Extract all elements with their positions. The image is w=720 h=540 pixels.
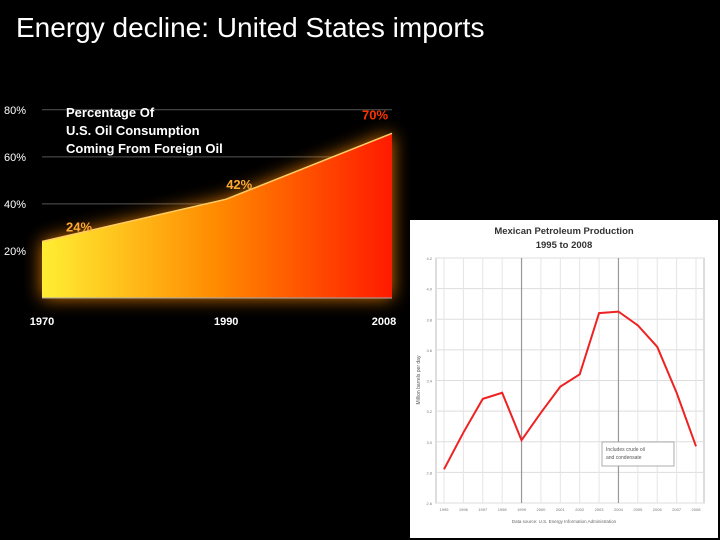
chart-title-line: Coming From Foreign Oil	[66, 141, 223, 156]
x-tick-label: 2008	[692, 507, 702, 512]
x-tick-label: 2008	[372, 316, 396, 328]
x-tick-label: 1990	[214, 316, 238, 328]
y-tick-label: 3.0	[426, 440, 432, 445]
x-tick-label: 2003	[595, 507, 605, 512]
annotation-box	[601, 441, 675, 467]
y-tick-label: 80%	[4, 105, 26, 117]
chart-subtitle: 1995 to 2008	[536, 240, 593, 251]
mexican-petroleum-production-chart: 2.6 2.8 3.0 3.2 3.4 3.6 3.8 4.0 4.2 1995 1996 1997 1…	[410, 220, 718, 538]
y-tick-label: 3.6	[426, 348, 432, 353]
y-tick-label: 3.2	[426, 409, 432, 414]
series-area	[42, 133, 392, 298]
x-tick-label: 1996	[459, 507, 469, 512]
foreign-oil-percentage-chart: 20% 40% 60% 80% 1970 1990 2008 24% 42% 70% Percent…	[4, 105, 396, 328]
x-tick-label: 1970	[30, 316, 54, 328]
x-tick-label: 2004	[614, 507, 624, 512]
x-tick-label: 1999	[517, 507, 527, 512]
data-label: 24%	[66, 220, 92, 235]
y-tick-label: 4.2	[426, 256, 432, 261]
x-tick-label: 1998	[498, 507, 508, 512]
y-tick-label: 3.8	[426, 317, 432, 322]
x-tick-label: 2006	[653, 507, 663, 512]
y-tick-label: 2.8	[426, 470, 432, 475]
y-tick-label: 60%	[4, 152, 26, 164]
x-tick-label: 1995	[440, 507, 450, 512]
x-tick-label: 2007	[672, 507, 682, 512]
chart-title-line: U.S. Oil Consumption	[66, 123, 200, 138]
y-tick-label: 2.6	[426, 501, 432, 506]
x-tick-label: 2002	[575, 507, 585, 512]
chart-title-line: Percentage Of	[66, 105, 155, 120]
data-label: 70%	[362, 107, 388, 122]
chart-source: Data source: U.S. Energy Information Adm…	[512, 519, 617, 524]
slide-title: Energy decline: United States imports	[16, 12, 485, 43]
x-tick-label: 1997	[478, 507, 488, 512]
series-line	[443, 310, 697, 470]
series-line	[41, 132, 393, 243]
chart-title: Mexican Petroleum Production	[494, 226, 634, 237]
y-tick-label: 3.4	[426, 379, 432, 384]
x-tick-label: 2005	[633, 507, 643, 512]
annotation-text: Includes crude oil	[606, 447, 645, 453]
x-tick-label: 2001	[556, 507, 566, 512]
y-tick-label: 20%	[4, 246, 26, 258]
data-label: 42%	[226, 177, 252, 192]
y-tick-label: 4.0	[426, 287, 432, 292]
y-tick-label: 40%	[4, 199, 26, 211]
x-tick-label: 2000	[536, 507, 546, 512]
annotation-text: and condensate	[606, 455, 642, 461]
y-axis-label: Million barrels per day	[416, 355, 422, 404]
